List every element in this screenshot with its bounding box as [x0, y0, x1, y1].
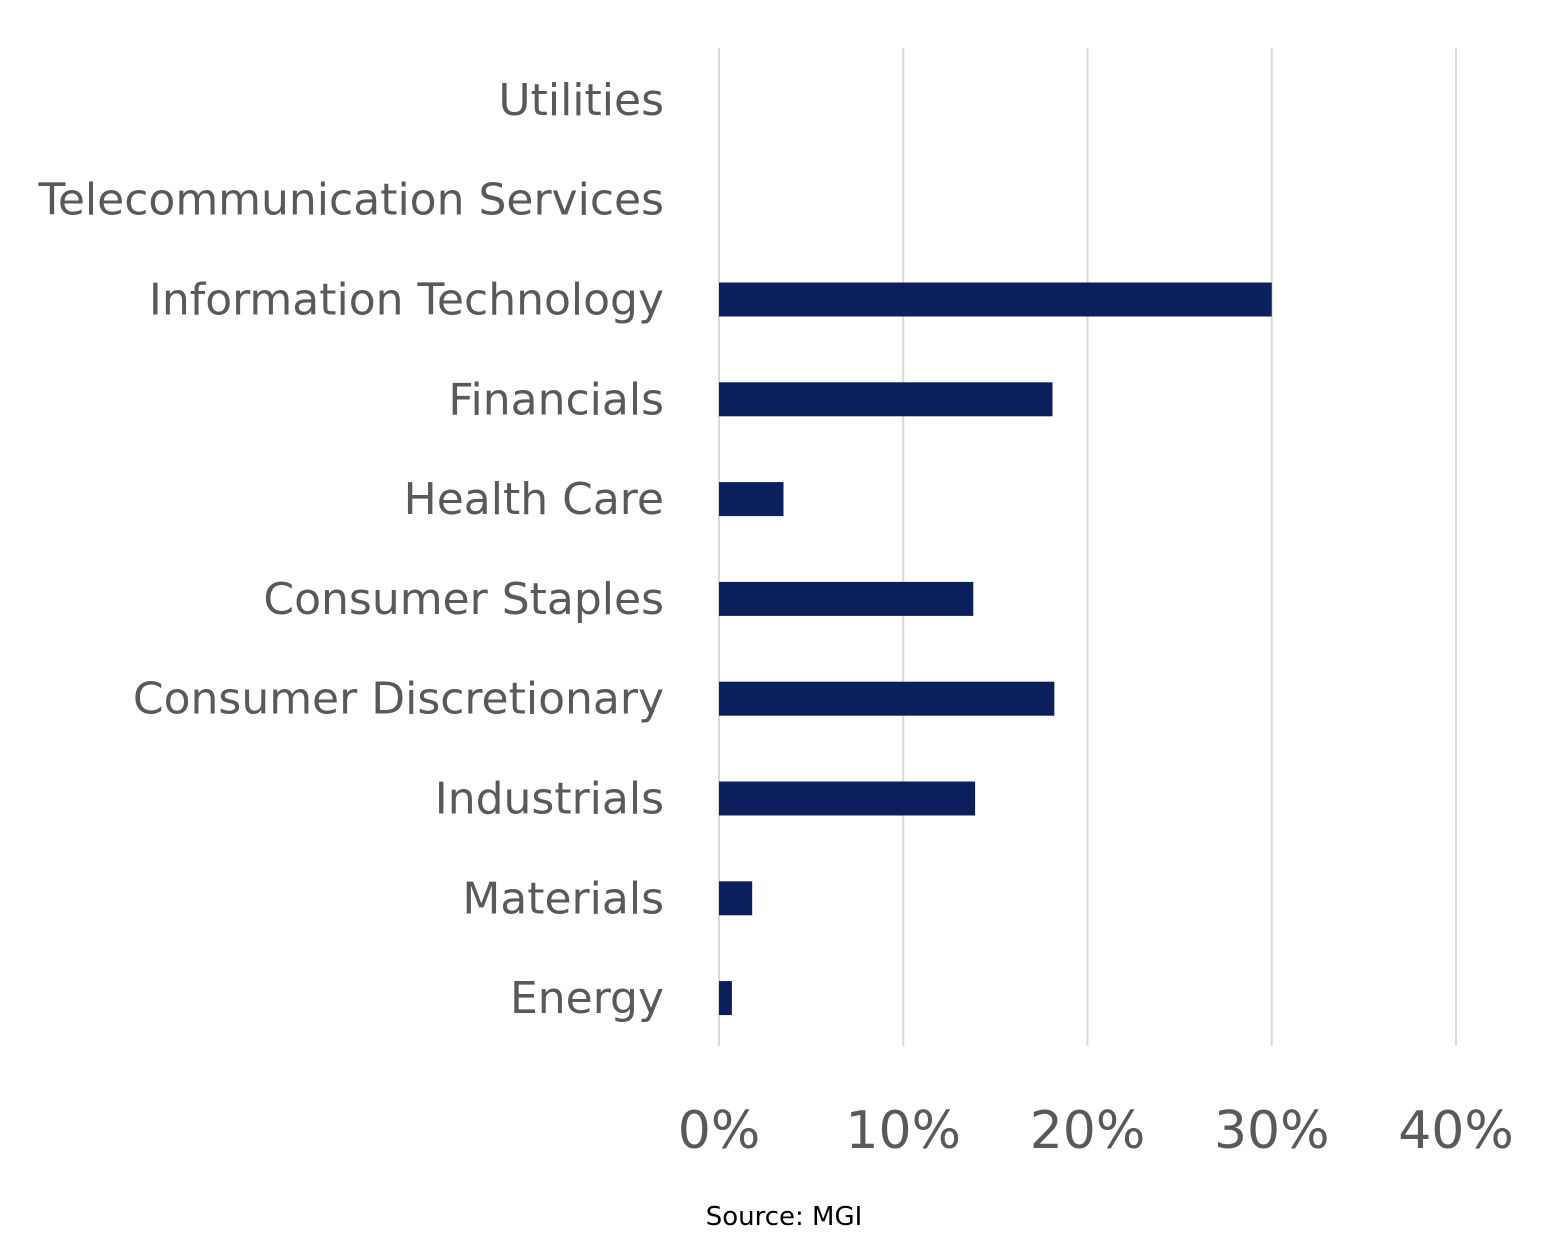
- bar-industrials: [719, 781, 976, 816]
- bar-financials: [719, 382, 1053, 417]
- category-labels: Utilities Telecommunication Services Infor…: [37, 75, 664, 1024]
- bar-materials: [719, 881, 753, 916]
- x-tick-label-0: 0%: [678, 1101, 761, 1161]
- bar-consumer-staples: [719, 581, 974, 616]
- x-tick-labels: 0% 10% 20% 30% 40%: [678, 1101, 1514, 1161]
- category-label-energy: Energy: [510, 973, 664, 1024]
- category-label-telecommunication-services: Telecommunication Services: [37, 175, 664, 226]
- category-label-consumer-staples: Consumer Staples: [263, 574, 664, 625]
- category-label-industrials: Industrials: [435, 774, 664, 825]
- x-tick-label-4: 40%: [1398, 1101, 1514, 1161]
- category-label-materials: Materials: [462, 873, 664, 924]
- x-tick-label-1: 10%: [845, 1101, 961, 1161]
- x-tick-label-3: 30%: [1214, 1101, 1330, 1161]
- bar-health-care: [719, 482, 784, 517]
- x-tick-label-2: 20%: [1030, 1101, 1146, 1161]
- source-note: Source: MGI: [706, 1202, 863, 1232]
- bar-consumer-discretionary: [719, 681, 1055, 716]
- bar-energy: [719, 981, 732, 1016]
- category-label-financials: Financials: [448, 374, 664, 425]
- category-label-health-care: Health Care: [404, 474, 664, 525]
- bars: [719, 282, 1272, 1016]
- bar-information-technology: [719, 282, 1272, 317]
- gridlines: [718, 48, 1457, 1046]
- category-label-utilities: Utilities: [498, 75, 664, 126]
- category-label-consumer-discretionary: Consumer Discretionary: [133, 674, 664, 725]
- category-label-information-technology: Information Technology: [149, 275, 664, 326]
